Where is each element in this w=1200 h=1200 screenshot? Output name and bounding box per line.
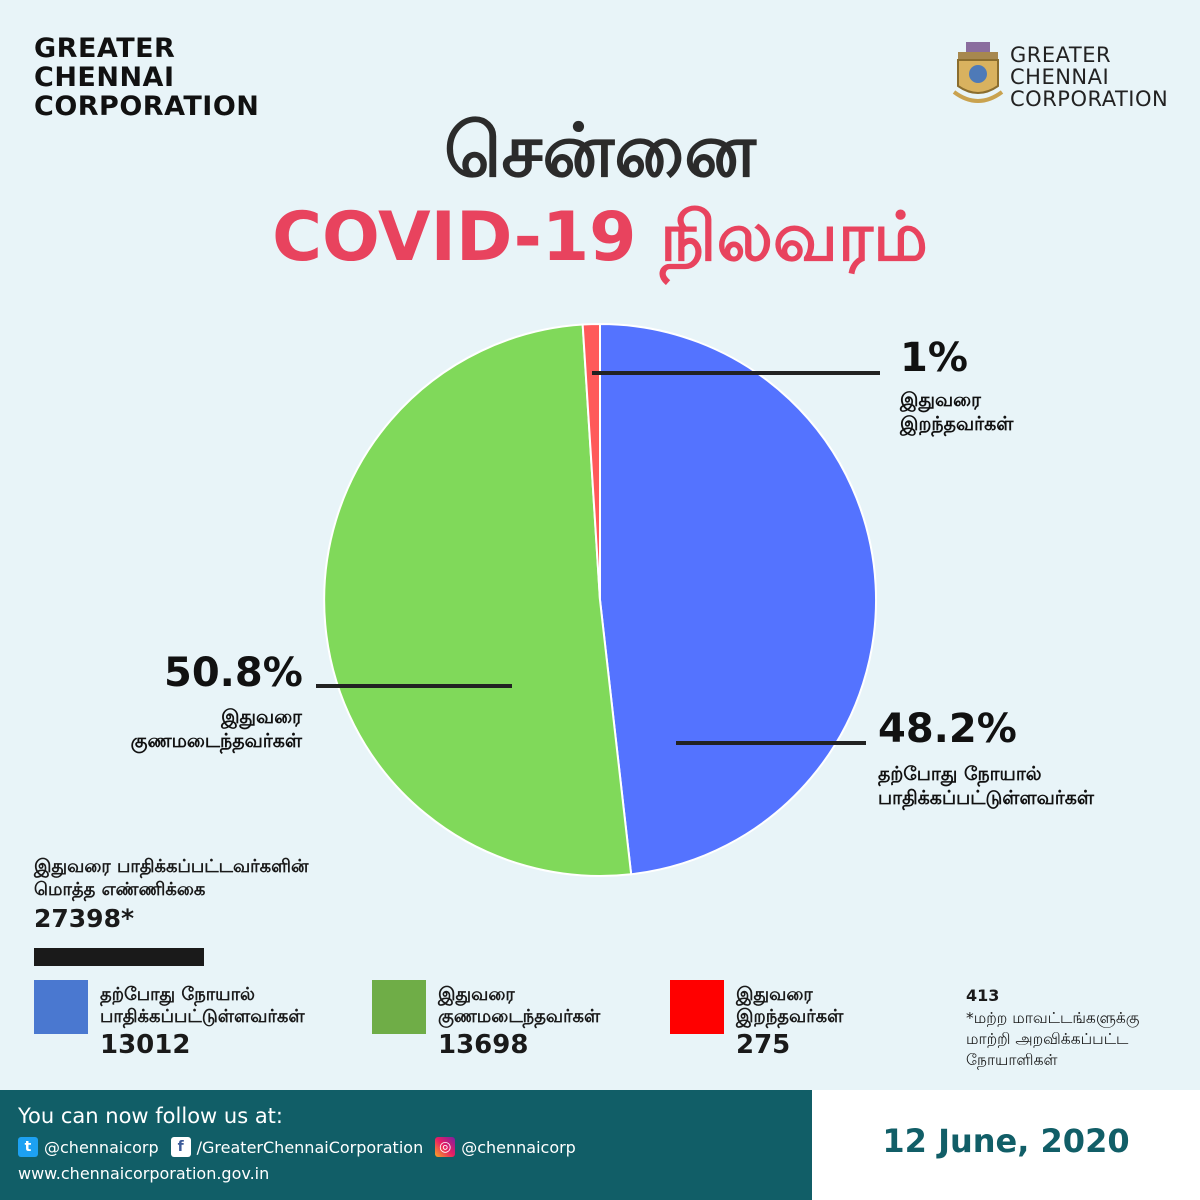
divider-bar	[34, 948, 204, 966]
report-date: 12 June, 2020	[882, 1122, 1130, 1160]
pie-slice-deaths	[581, 322, 601, 601]
recovered-label-line: குணமடைந்தவர்கள்	[130, 730, 302, 752]
org-name-line: GREATER	[34, 33, 176, 64]
deaths-label-line: இறந்தவர்கள்	[900, 413, 1014, 435]
legend-label-deaths: இதுவரை இறந்தவர்கள்	[736, 984, 843, 1028]
corporation-seal-logo	[952, 42, 1004, 103]
transferred-note: *மற்ற மாவட்டங்களுக்கு மாற்றி அறவிக்கப்பட…	[966, 1008, 1139, 1071]
legend-value-deaths: 275	[736, 1030, 791, 1060]
transferred-note-line: நோயாளிகள்	[966, 1051, 1058, 1069]
active-label: தற்போது நோயால் பாதிக்கப்பட்டுள்ளவர்கள்	[878, 762, 1094, 810]
social-links: t @chennaicorp f /GreaterChennaiCorporat…	[18, 1137, 576, 1157]
active-label-line: பாதிக்கப்பட்டுள்ளவர்கள்	[878, 787, 1094, 809]
deaths-label: இதுவரை இறந்தவர்கள்	[900, 388, 1013, 436]
twitter-handle[interactable]: @chennaicorp	[44, 1137, 159, 1157]
legend-label-line: இறந்தவர்கள்	[736, 1006, 844, 1027]
legend-swatch-recovered	[372, 980, 426, 1034]
footer-date-panel	[812, 1090, 1200, 1200]
total-cases-label-line: மொத்த எண்ணிக்கை	[34, 879, 206, 900]
legend-swatch-deaths	[670, 980, 724, 1034]
legend-label-line: குணமடைந்தவர்கள்	[438, 1006, 601, 1027]
legend-label-line: இதுவரை	[736, 984, 813, 1005]
legend-label-recovered: இதுவரை குணமடைந்தவர்கள்	[438, 984, 600, 1028]
legend-swatch-active	[34, 980, 88, 1034]
instagram-handle[interactable]: @chennaicorp	[461, 1137, 576, 1157]
legend-label-line: பாதிக்கப்பட்டுள்ளவர்கள்	[100, 1006, 305, 1027]
page-title: சென்னை	[443, 108, 757, 194]
footer-social-panel	[0, 1090, 812, 1200]
legend-label-active: தற்போது நோயால் பாதிக்கப்பட்டுள்ளவர்கள்	[100, 984, 305, 1028]
org-name-line: CORPORATION	[34, 91, 260, 122]
total-cases-label-line: இதுவரை பாதிக்கப்பட்டவர்களின்	[34, 856, 309, 877]
deaths-label-line: இதுவரை	[900, 389, 981, 411]
pie-chart	[323, 322, 877, 877]
recovered-label-line: இதுவரை	[221, 706, 302, 728]
logo-text-line: CHENNAI	[1010, 65, 1110, 89]
website-link[interactable]: www.chennaicorporation.gov.in	[18, 1164, 270, 1183]
logo-text-line: CORPORATION	[1010, 87, 1169, 111]
facebook-icon: f	[170, 1137, 191, 1157]
recovered-label: இதுவரை குணமடைந்தவர்கள்	[131, 705, 302, 753]
facebook-handle[interactable]: /GreaterChennaiCorporation	[196, 1137, 424, 1157]
instagram-icon: ◎	[435, 1137, 456, 1157]
transferred-note-line: மாற்றி அறவிக்கப்பட்ட	[966, 1030, 1129, 1048]
org-name: GREATER CHENNAI CORPORATION	[34, 34, 259, 121]
follow-us-text: You can now follow us at:	[18, 1104, 283, 1128]
total-cases-value: 27398*	[34, 904, 135, 933]
active-percent: 48.2%	[878, 706, 1017, 752]
logo-text: GREATER CHENNAI CORPORATION	[1010, 44, 1168, 110]
logo-text-line: GREATER	[1010, 43, 1112, 67]
transferred-count: 413	[966, 986, 1000, 1005]
deaths-percent: 1%	[900, 335, 968, 381]
twitter-icon: t	[18, 1137, 38, 1157]
legend-value-active: 13012	[100, 1030, 191, 1060]
pie-slice-recovered	[323, 323, 633, 877]
pie-slice-active	[599, 322, 877, 876]
legend-label-line: தற்போது நோயால்	[100, 984, 255, 1005]
page-subtitle: COVID-19 நிலவரம்	[272, 198, 928, 277]
recovered-percent: 50.8%	[164, 650, 303, 696]
org-name-line: CHENNAI	[34, 62, 175, 93]
transferred-note-line: *மற்ற மாவட்டங்களுக்கு	[966, 1009, 1140, 1027]
legend-value-recovered: 13698	[438, 1030, 529, 1060]
active-label-line: தற்போது நோயால்	[878, 763, 1042, 785]
legend-label-line: இதுவரை	[438, 984, 515, 1005]
total-cases-label: இதுவரை பாதிக்கப்பட்டவர்களின் மொத்த எண்ணி…	[34, 855, 308, 901]
